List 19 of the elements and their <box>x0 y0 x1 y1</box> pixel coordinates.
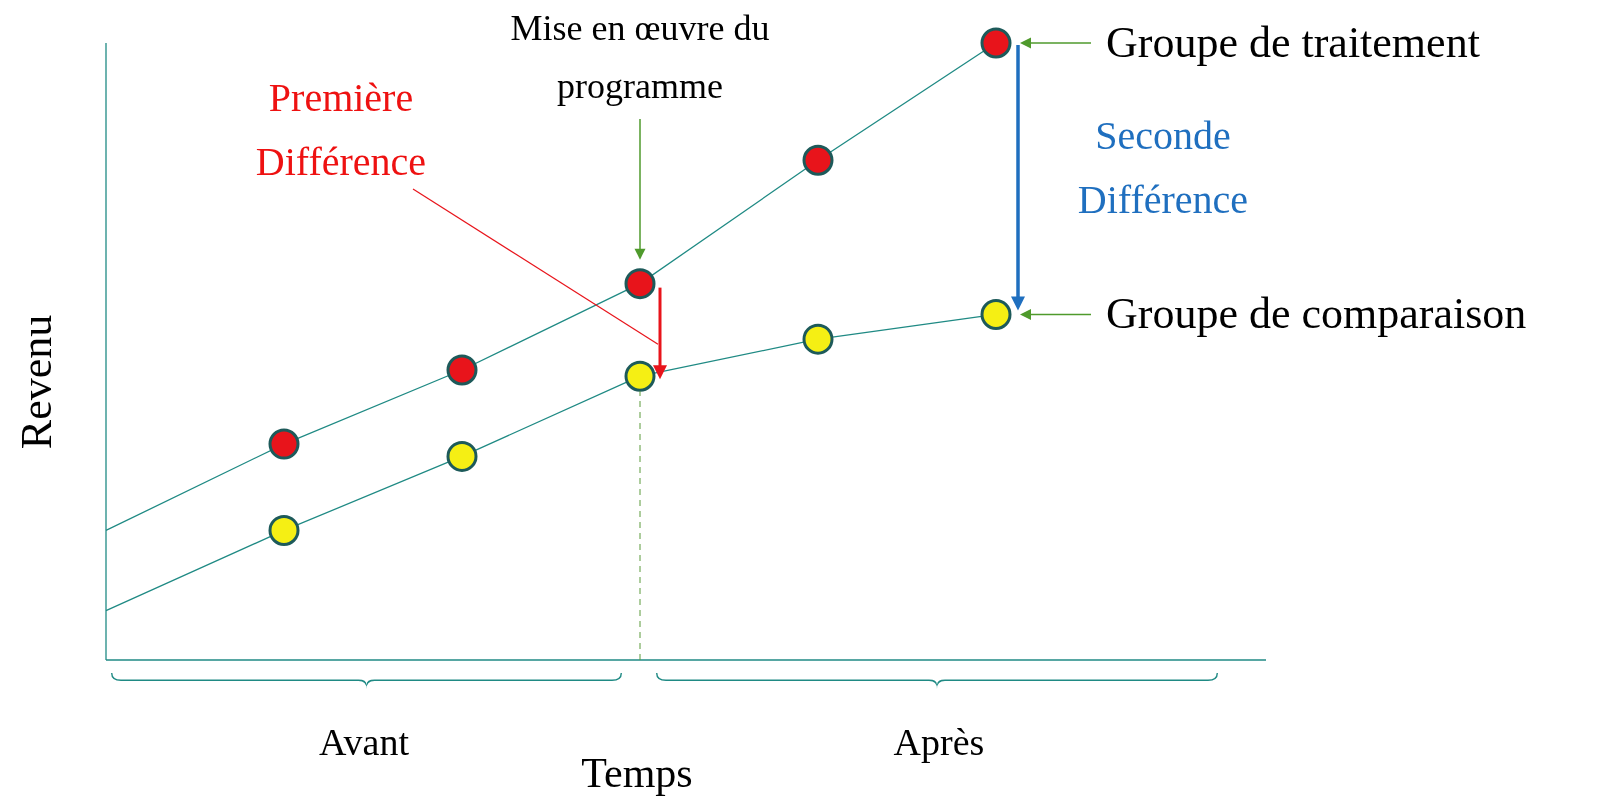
point <box>446 440 478 472</box>
point <box>624 360 656 392</box>
point <box>802 144 834 176</box>
point <box>980 298 1012 330</box>
point <box>268 514 300 546</box>
annotation: Mise en œuvre du programme <box>509 7 771 108</box>
x-axis-title: Temps <box>580 749 694 798</box>
annotation: Première Différence <box>254 74 428 186</box>
annotation: Seconde Différence <box>1076 112 1250 224</box>
text: Groupe de traitement <box>1106 17 1480 69</box>
point <box>624 268 656 300</box>
point <box>980 27 1012 59</box>
point <box>268 428 300 460</box>
point <box>446 354 478 386</box>
text: Groupe de comparaison <box>1106 288 1527 341</box>
y-axis-title: Revenu <box>10 314 62 450</box>
text: Après <box>892 720 986 765</box>
text: Avant <box>317 720 410 765</box>
point <box>802 323 834 355</box>
